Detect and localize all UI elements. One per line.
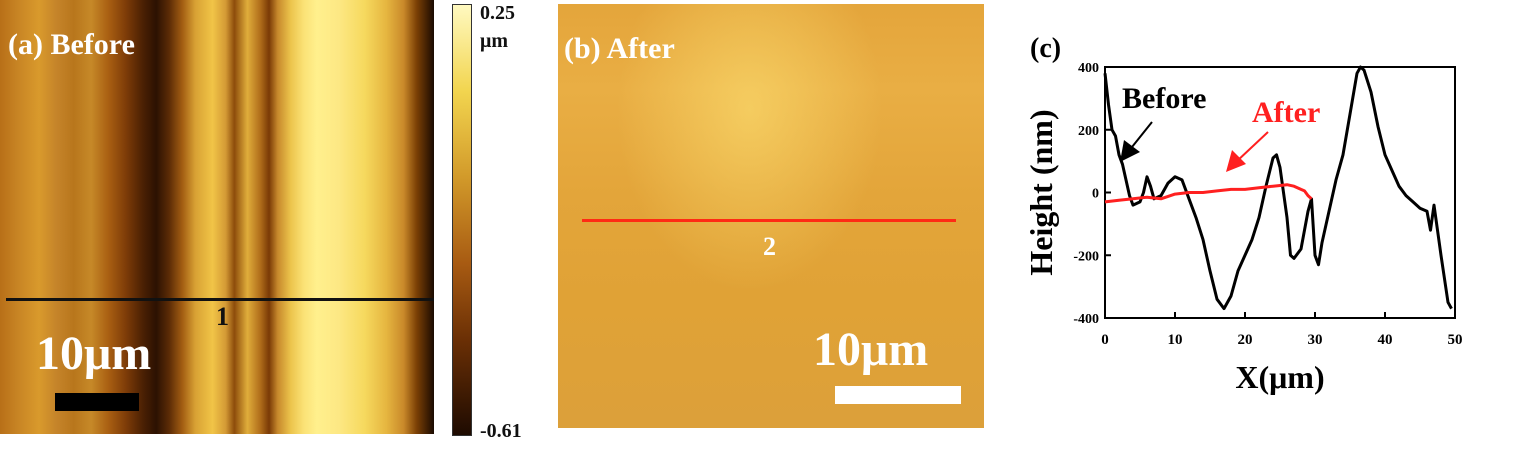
y-tick-label: -400	[1073, 312, 1099, 327]
y-tick-label: 200	[1078, 124, 1099, 139]
chart-annotations: Before After	[1120, 82, 1320, 172]
height-profile-chart: (c) 0 10 20 30 40 50 400 200 0 -200 -400 X(μm) Heigh…	[1023, 33, 1463, 395]
panel-a-label: (a) Before	[8, 28, 135, 61]
afm-image-before: (a) Before 1 10μm	[0, 0, 434, 434]
chart-series	[1103, 65, 1453, 311]
x-tick-label: 40	[1378, 332, 1393, 348]
x-tick-label: 10	[1168, 332, 1183, 348]
profile-line-1-label: 1	[216, 302, 229, 331]
profile-line-2	[582, 219, 956, 222]
panel-c-label: (c)	[1030, 33, 1061, 64]
annotation-after-arrow	[1235, 131, 1269, 163]
scale-bar-b	[835, 386, 961, 404]
x-tick-label: 20	[1238, 332, 1253, 348]
y-tick-label: 0	[1092, 187, 1099, 202]
annotation-after-arrowhead	[1226, 150, 1246, 172]
afm-image-after: (b) After 2 10μm	[558, 4, 984, 428]
y-tick-label: -200	[1073, 249, 1099, 264]
x-axis-label: X(μm)	[1235, 359, 1324, 395]
annotation-after: After	[1252, 96, 1320, 129]
colorbar	[452, 4, 472, 436]
scale-bar-text-b: 10μm	[813, 323, 929, 376]
scale-bar-a	[55, 393, 139, 411]
scale-bar-text-a: 10μm	[36, 327, 152, 380]
x-tick-label: 0	[1101, 332, 1109, 348]
series-line-after	[1104, 183, 1313, 204]
y-axis-label: Height (nm)	[1023, 109, 1059, 275]
y-tick-label: 400	[1078, 61, 1099, 76]
x-tick-label: 50	[1448, 332, 1463, 348]
chart-axes: 0 10 20 30 40 50 400 200 0 -200 -400 X(μm) Height (n…	[1023, 61, 1463, 395]
colorbar-min-label: -0.61	[480, 420, 522, 442]
annotation-before-arrowhead	[1120, 140, 1140, 162]
profile-line-2-label: 2	[763, 232, 776, 261]
colorbar-unit-label: μm	[480, 30, 508, 52]
profile-line-1	[6, 298, 434, 301]
colorbar-max-label: 0.25	[480, 2, 515, 24]
panel-b-label: (b) After	[564, 32, 675, 65]
annotation-before: Before	[1122, 82, 1206, 115]
series-line-before	[1103, 65, 1453, 311]
x-tick-label: 30	[1308, 332, 1323, 348]
